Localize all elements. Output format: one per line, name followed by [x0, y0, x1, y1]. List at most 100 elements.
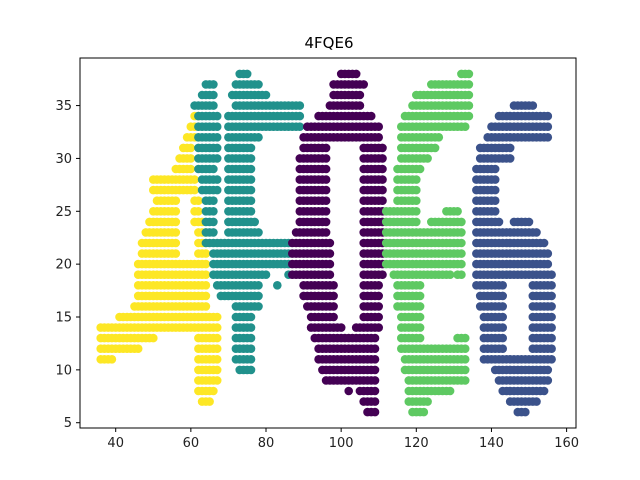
- data-point: [209, 196, 218, 205]
- x-tick-label: 80: [258, 436, 275, 451]
- data-point: [254, 291, 263, 301]
- data-point: [521, 407, 530, 417]
- data-point: [321, 154, 331, 163]
- data-point: [490, 207, 500, 216]
- data-point: [490, 185, 500, 195]
- data-point: [250, 217, 259, 227]
- data-point: [378, 154, 387, 163]
- y-tick-label: 15: [55, 311, 72, 326]
- data-point: [457, 217, 466, 227]
- data-point: [201, 281, 211, 290]
- data-point: [412, 185, 421, 195]
- data-point: [212, 154, 222, 163]
- data-point: [186, 164, 196, 174]
- data-point: [325, 270, 335, 280]
- data-point: [374, 291, 384, 301]
- data-point: [201, 270, 211, 280]
- x-tick-label: 140: [479, 436, 504, 451]
- y-tick-label: 10: [55, 363, 72, 378]
- data-point: [547, 312, 556, 322]
- data-point: [415, 291, 425, 301]
- data-point: [374, 281, 384, 290]
- data-point: [374, 312, 384, 322]
- data-point: [246, 312, 256, 322]
- data-point: [246, 323, 256, 332]
- data-point: [547, 281, 556, 290]
- data-point: [212, 365, 222, 375]
- data-point: [171, 228, 181, 237]
- data-point: [329, 281, 338, 290]
- data-point: [547, 302, 556, 311]
- data-point: [464, 90, 474, 100]
- data-point: [412, 217, 421, 227]
- data-point: [295, 111, 305, 121]
- data-point: [498, 333, 508, 343]
- data-point: [498, 344, 508, 354]
- data-point: [209, 80, 218, 89]
- data-point: [370, 386, 380, 396]
- data-point: [212, 111, 222, 121]
- data-point: [246, 154, 256, 163]
- data-point: [194, 196, 203, 205]
- data-point: [415, 323, 425, 332]
- x-tick-label: 40: [107, 436, 124, 451]
- data-point: [378, 175, 387, 184]
- data-point: [415, 281, 425, 290]
- data-point: [543, 133, 553, 142]
- data-point: [212, 175, 222, 184]
- data-point: [370, 333, 380, 343]
- data-point: [378, 185, 387, 195]
- chart-title: 4FQE6: [305, 34, 354, 52]
- data-point: [539, 386, 549, 396]
- data-point: [212, 143, 222, 153]
- data-point: [457, 270, 466, 280]
- data-point: [460, 355, 470, 364]
- data-point: [453, 207, 462, 216]
- data-point: [415, 164, 425, 174]
- data-point: [505, 154, 515, 163]
- data-point: [186, 143, 196, 153]
- data-point: [498, 323, 508, 332]
- data-point: [209, 228, 218, 237]
- data-point: [246, 355, 256, 364]
- data-point: [412, 175, 421, 184]
- data-point: [186, 154, 196, 163]
- data-point: [261, 90, 271, 100]
- data-point: [351, 69, 361, 79]
- data-point: [355, 90, 365, 100]
- data-point: [374, 122, 384, 131]
- data-point: [194, 207, 203, 216]
- data-point: [490, 175, 500, 184]
- data-point: [209, 207, 218, 216]
- data-point: [412, 207, 421, 216]
- y-axis: 5 10 15 20 25 30 35: [55, 99, 80, 431]
- data-point: [212, 185, 222, 195]
- data-point: [547, 355, 556, 364]
- y-tick-label: 25: [55, 205, 72, 220]
- data-point: [494, 217, 504, 227]
- data-point: [434, 133, 444, 142]
- data-point: [464, 101, 474, 110]
- data-point: [212, 312, 222, 322]
- data-point: [543, 376, 553, 385]
- data-point: [321, 185, 331, 195]
- data-point: [460, 122, 470, 131]
- data-point: [359, 80, 369, 89]
- data-point: [370, 376, 380, 385]
- data-point: [498, 302, 508, 311]
- data-point: [254, 302, 263, 311]
- data-point: [457, 259, 466, 269]
- data-point: [498, 312, 508, 322]
- data-point: [246, 207, 256, 216]
- data-point: [370, 365, 380, 375]
- data-point: [295, 122, 305, 131]
- data-point: [378, 196, 387, 205]
- data-point: [242, 69, 252, 79]
- data-point: [201, 291, 211, 301]
- data-point: [325, 249, 335, 258]
- data-point: [415, 333, 425, 343]
- data-point: [423, 154, 432, 163]
- data-point: [370, 407, 380, 417]
- data-point: [321, 217, 331, 227]
